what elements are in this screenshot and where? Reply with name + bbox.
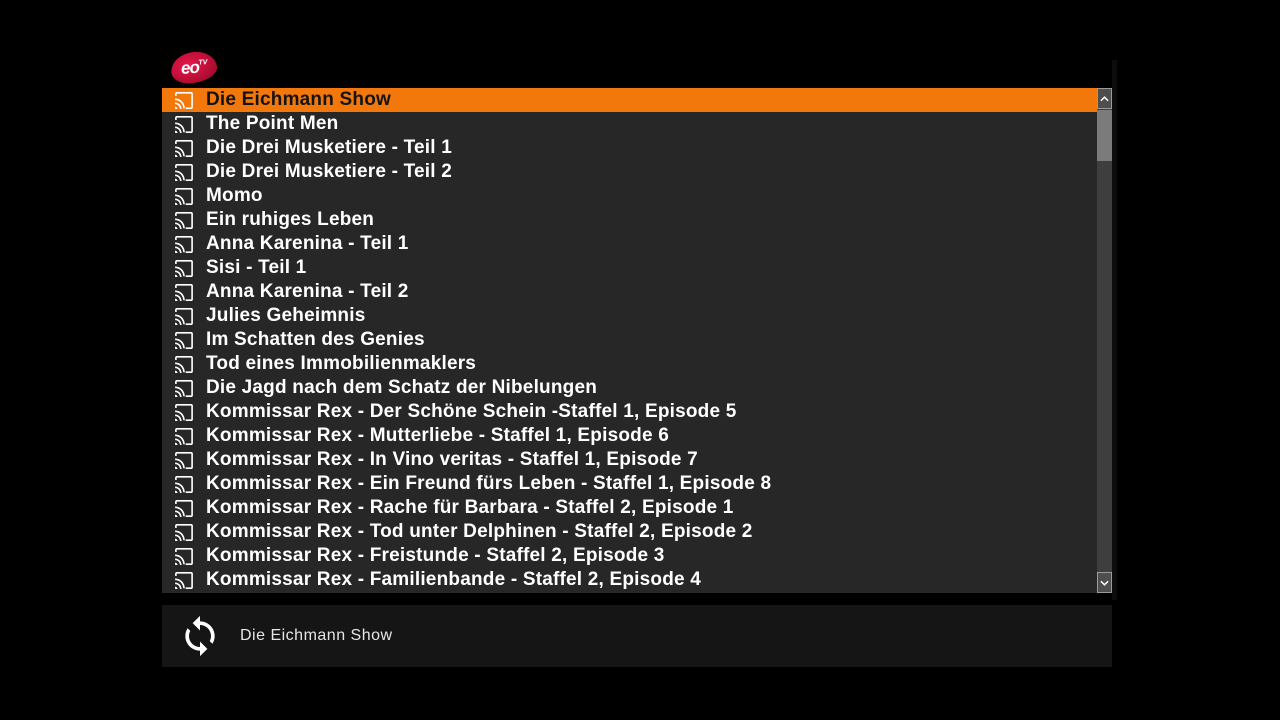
list-item[interactable]: Anna Karenina - Teil 2 bbox=[162, 280, 1097, 304]
list-item[interactable]: Sisi - Teil 1 bbox=[162, 256, 1097, 280]
list-item[interactable]: Kommissar Rex - Rache für Barbara - Staf… bbox=[162, 496, 1097, 520]
cast-icon bbox=[174, 571, 194, 589]
list-item[interactable]: Momo bbox=[162, 184, 1097, 208]
cast-icon bbox=[174, 547, 194, 565]
cast-icon bbox=[174, 523, 194, 541]
scroll-down-button[interactable] bbox=[1097, 572, 1112, 593]
list-item-label: Anna Karenina - Teil 1 bbox=[206, 233, 409, 254]
list-item-label: Anna Karenina - Teil 2 bbox=[206, 281, 409, 302]
cast-icon bbox=[174, 163, 194, 181]
list-item-label: Tod eines Immobilienmaklers bbox=[206, 353, 477, 374]
now-selected-title: Die Eichmann Show bbox=[240, 627, 393, 644]
list-item-label: Kommissar Rex - Tod unter Delphinen - St… bbox=[206, 521, 753, 542]
list-item-label: The Point Men bbox=[206, 113, 339, 134]
list-item-label: Kommissar Rex - Der Schöne Schein -Staff… bbox=[206, 401, 737, 422]
chevron-down-icon bbox=[1100, 580, 1109, 586]
list-item-label: Julies Geheimnis bbox=[206, 305, 366, 326]
cast-icon bbox=[174, 259, 194, 277]
list-item-label: Kommissar Rex - Familienbande - Staffel … bbox=[206, 569, 702, 590]
cast-icon bbox=[174, 451, 194, 469]
cast-icon bbox=[174, 187, 194, 205]
scrollbar[interactable] bbox=[1097, 88, 1112, 593]
list-item-label: Die Drei Musketiere - Teil 1 bbox=[206, 137, 453, 158]
scroll-up-button[interactable] bbox=[1097, 88, 1112, 109]
list-item[interactable]: Die Jagd nach dem Schatz der Nibelungen bbox=[162, 376, 1097, 400]
list-item-label: Momo bbox=[206, 185, 263, 206]
list-item[interactable]: Im Schatten des Genies bbox=[162, 328, 1097, 352]
scrollbar-thumb[interactable] bbox=[1097, 110, 1112, 161]
list-item[interactable]: Die Eichmann Show bbox=[162, 88, 1097, 112]
list-item-label: Die Eichmann Show bbox=[206, 89, 391, 110]
list-item-label: Kommissar Rex - Freistunde - Staffel 2, … bbox=[206, 545, 665, 566]
status-bar: Die Eichmann Show bbox=[162, 605, 1112, 667]
list-item[interactable]: Kommissar Rex - Mutterliebe - Staffel 1,… bbox=[162, 424, 1097, 448]
list-item[interactable]: Kommissar Rex - Familienbande - Staffel … bbox=[162, 568, 1097, 592]
list-item-label: Im Schatten des Genies bbox=[206, 329, 425, 350]
panel-right-edge bbox=[1112, 60, 1117, 600]
list-item[interactable]: Die Drei Musketiere - Teil 2 bbox=[162, 160, 1097, 184]
list-item-label: Ein ruhiges Leben bbox=[206, 209, 375, 230]
cast-icon bbox=[174, 427, 194, 445]
chevron-up-icon bbox=[1100, 95, 1109, 102]
list-item-label: Kommissar Rex - Mutterliebe - Staffel 1,… bbox=[206, 425, 669, 446]
list-item[interactable]: Kommissar Rex - Tod unter Delphinen - St… bbox=[162, 520, 1097, 544]
list-item[interactable]: Kommissar Rex - Der Schöne Schein -Staff… bbox=[162, 400, 1097, 424]
sync-icon[interactable] bbox=[178, 614, 222, 658]
cast-icon bbox=[174, 115, 194, 133]
list-item-label: Kommissar Rex - Ein Freund fürs Leben - … bbox=[206, 473, 772, 494]
list-item-label: Die Drei Musketiere - Teil 2 bbox=[206, 161, 453, 182]
cast-icon bbox=[174, 379, 194, 397]
list-item[interactable]: Julies Geheimnis bbox=[162, 304, 1097, 328]
cast-icon bbox=[174, 307, 194, 325]
list-item[interactable]: Kommissar Rex - Ein Freund fürs Leben - … bbox=[162, 472, 1097, 496]
cast-icon bbox=[174, 91, 194, 109]
list-item-label: Die Jagd nach dem Schatz der Nibelungen bbox=[206, 377, 598, 398]
show-list: Die Eichmann Show The Point Men Die Drei… bbox=[162, 88, 1097, 593]
eotv-logo-text: eoTV bbox=[179, 57, 208, 78]
cast-icon bbox=[174, 499, 194, 517]
cast-icon bbox=[174, 475, 194, 493]
list-item[interactable]: The Point Men bbox=[162, 112, 1097, 136]
cast-icon bbox=[174, 403, 194, 421]
list-item[interactable]: Die Drei Musketiere - Teil 1 bbox=[162, 136, 1097, 160]
list-item[interactable]: Kommissar Rex - Freistunde - Staffel 2, … bbox=[162, 544, 1097, 568]
list-item[interactable]: Tod eines Immobilienmaklers bbox=[162, 352, 1097, 376]
cast-icon bbox=[174, 235, 194, 253]
eotv-logo: eoTV bbox=[169, 49, 219, 86]
list-item-label: Kommissar Rex - In Vino veritas - Staffe… bbox=[206, 449, 698, 470]
cast-icon bbox=[174, 331, 194, 349]
list-item-label: Kommissar Rex - Rache für Barbara - Staf… bbox=[206, 497, 734, 518]
list-item-label: Sisi - Teil 1 bbox=[206, 257, 307, 278]
list-item[interactable]: Kommissar Rex - In Vino veritas - Staffe… bbox=[162, 448, 1097, 472]
cast-icon bbox=[174, 211, 194, 229]
cast-icon bbox=[174, 355, 194, 373]
list-item[interactable]: Ein ruhiges Leben bbox=[162, 208, 1097, 232]
cast-icon bbox=[174, 139, 194, 157]
cast-icon bbox=[174, 283, 194, 301]
list-item[interactable]: Anna Karenina - Teil 1 bbox=[162, 232, 1097, 256]
